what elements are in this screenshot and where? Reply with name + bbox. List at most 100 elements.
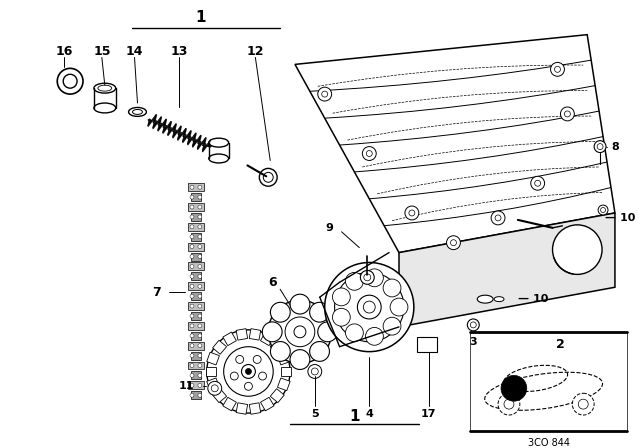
- Text: 2: 2: [556, 338, 565, 351]
- Circle shape: [236, 355, 244, 363]
- Circle shape: [198, 225, 202, 229]
- Circle shape: [223, 347, 273, 396]
- Text: 1: 1: [349, 409, 360, 423]
- Text: 11: 11: [179, 381, 194, 391]
- Polygon shape: [260, 397, 274, 411]
- Bar: [188, 223, 204, 231]
- Circle shape: [332, 288, 350, 306]
- Circle shape: [447, 236, 460, 250]
- Circle shape: [198, 374, 202, 377]
- Circle shape: [190, 274, 194, 278]
- Polygon shape: [260, 332, 274, 345]
- Circle shape: [198, 334, 202, 338]
- Circle shape: [198, 215, 202, 219]
- Bar: [191, 312, 201, 320]
- Text: 8: 8: [611, 142, 619, 151]
- Circle shape: [190, 215, 194, 219]
- Polygon shape: [249, 329, 260, 340]
- Circle shape: [198, 254, 202, 258]
- Circle shape: [335, 272, 404, 342]
- Text: 17: 17: [421, 409, 436, 419]
- Circle shape: [310, 341, 330, 362]
- Bar: [191, 332, 201, 340]
- Circle shape: [190, 245, 194, 249]
- Circle shape: [230, 372, 238, 380]
- Text: 16: 16: [56, 45, 73, 58]
- Polygon shape: [212, 340, 227, 354]
- Circle shape: [190, 235, 194, 239]
- Circle shape: [365, 269, 383, 287]
- Bar: [188, 203, 204, 211]
- Circle shape: [253, 355, 261, 363]
- Bar: [191, 371, 201, 379]
- Circle shape: [190, 374, 194, 377]
- Circle shape: [190, 225, 194, 229]
- Circle shape: [405, 206, 419, 220]
- Circle shape: [268, 300, 332, 363]
- Circle shape: [552, 225, 602, 274]
- Circle shape: [362, 146, 376, 160]
- Circle shape: [198, 205, 202, 209]
- Polygon shape: [270, 389, 284, 403]
- Polygon shape: [281, 366, 291, 376]
- Text: — 10: — 10: [605, 213, 635, 223]
- Circle shape: [285, 317, 315, 347]
- Bar: [188, 282, 204, 290]
- Circle shape: [241, 365, 255, 379]
- Circle shape: [207, 330, 290, 413]
- Circle shape: [198, 195, 202, 199]
- Circle shape: [198, 294, 202, 298]
- Text: 14: 14: [126, 45, 143, 58]
- Circle shape: [190, 393, 194, 397]
- Bar: [188, 183, 204, 191]
- Bar: [188, 381, 204, 389]
- Circle shape: [501, 375, 527, 401]
- Text: 7: 7: [152, 286, 161, 299]
- Circle shape: [346, 272, 364, 290]
- Circle shape: [594, 141, 606, 153]
- Circle shape: [259, 168, 277, 186]
- Polygon shape: [236, 329, 248, 340]
- Circle shape: [324, 263, 414, 352]
- Circle shape: [294, 326, 306, 338]
- Bar: [191, 352, 201, 360]
- Text: 13: 13: [170, 45, 188, 58]
- Ellipse shape: [94, 103, 116, 113]
- Bar: [191, 253, 201, 261]
- Polygon shape: [207, 378, 220, 391]
- Circle shape: [190, 284, 194, 288]
- Bar: [191, 391, 201, 399]
- Circle shape: [198, 304, 202, 308]
- Text: — 10: — 10: [518, 294, 548, 304]
- Circle shape: [208, 381, 221, 395]
- Circle shape: [190, 363, 194, 367]
- Circle shape: [246, 369, 252, 375]
- Circle shape: [262, 322, 282, 342]
- Circle shape: [190, 264, 194, 268]
- Circle shape: [271, 302, 290, 322]
- Text: 6: 6: [268, 276, 276, 289]
- Circle shape: [190, 314, 194, 318]
- Circle shape: [190, 205, 194, 209]
- Bar: [417, 337, 436, 352]
- Circle shape: [598, 205, 608, 215]
- Circle shape: [498, 393, 520, 415]
- Circle shape: [198, 274, 202, 278]
- Text: 9: 9: [326, 223, 333, 233]
- Circle shape: [198, 185, 202, 189]
- Circle shape: [290, 294, 310, 314]
- Circle shape: [190, 353, 194, 358]
- Bar: [191, 213, 201, 221]
- Polygon shape: [223, 397, 236, 411]
- Circle shape: [198, 353, 202, 358]
- Circle shape: [383, 317, 401, 335]
- Circle shape: [198, 383, 202, 388]
- Ellipse shape: [94, 83, 116, 93]
- Polygon shape: [206, 366, 216, 376]
- Circle shape: [190, 334, 194, 338]
- Circle shape: [332, 308, 350, 326]
- Circle shape: [198, 314, 202, 318]
- Text: 4: 4: [365, 409, 373, 419]
- Circle shape: [491, 211, 505, 225]
- Circle shape: [198, 284, 202, 288]
